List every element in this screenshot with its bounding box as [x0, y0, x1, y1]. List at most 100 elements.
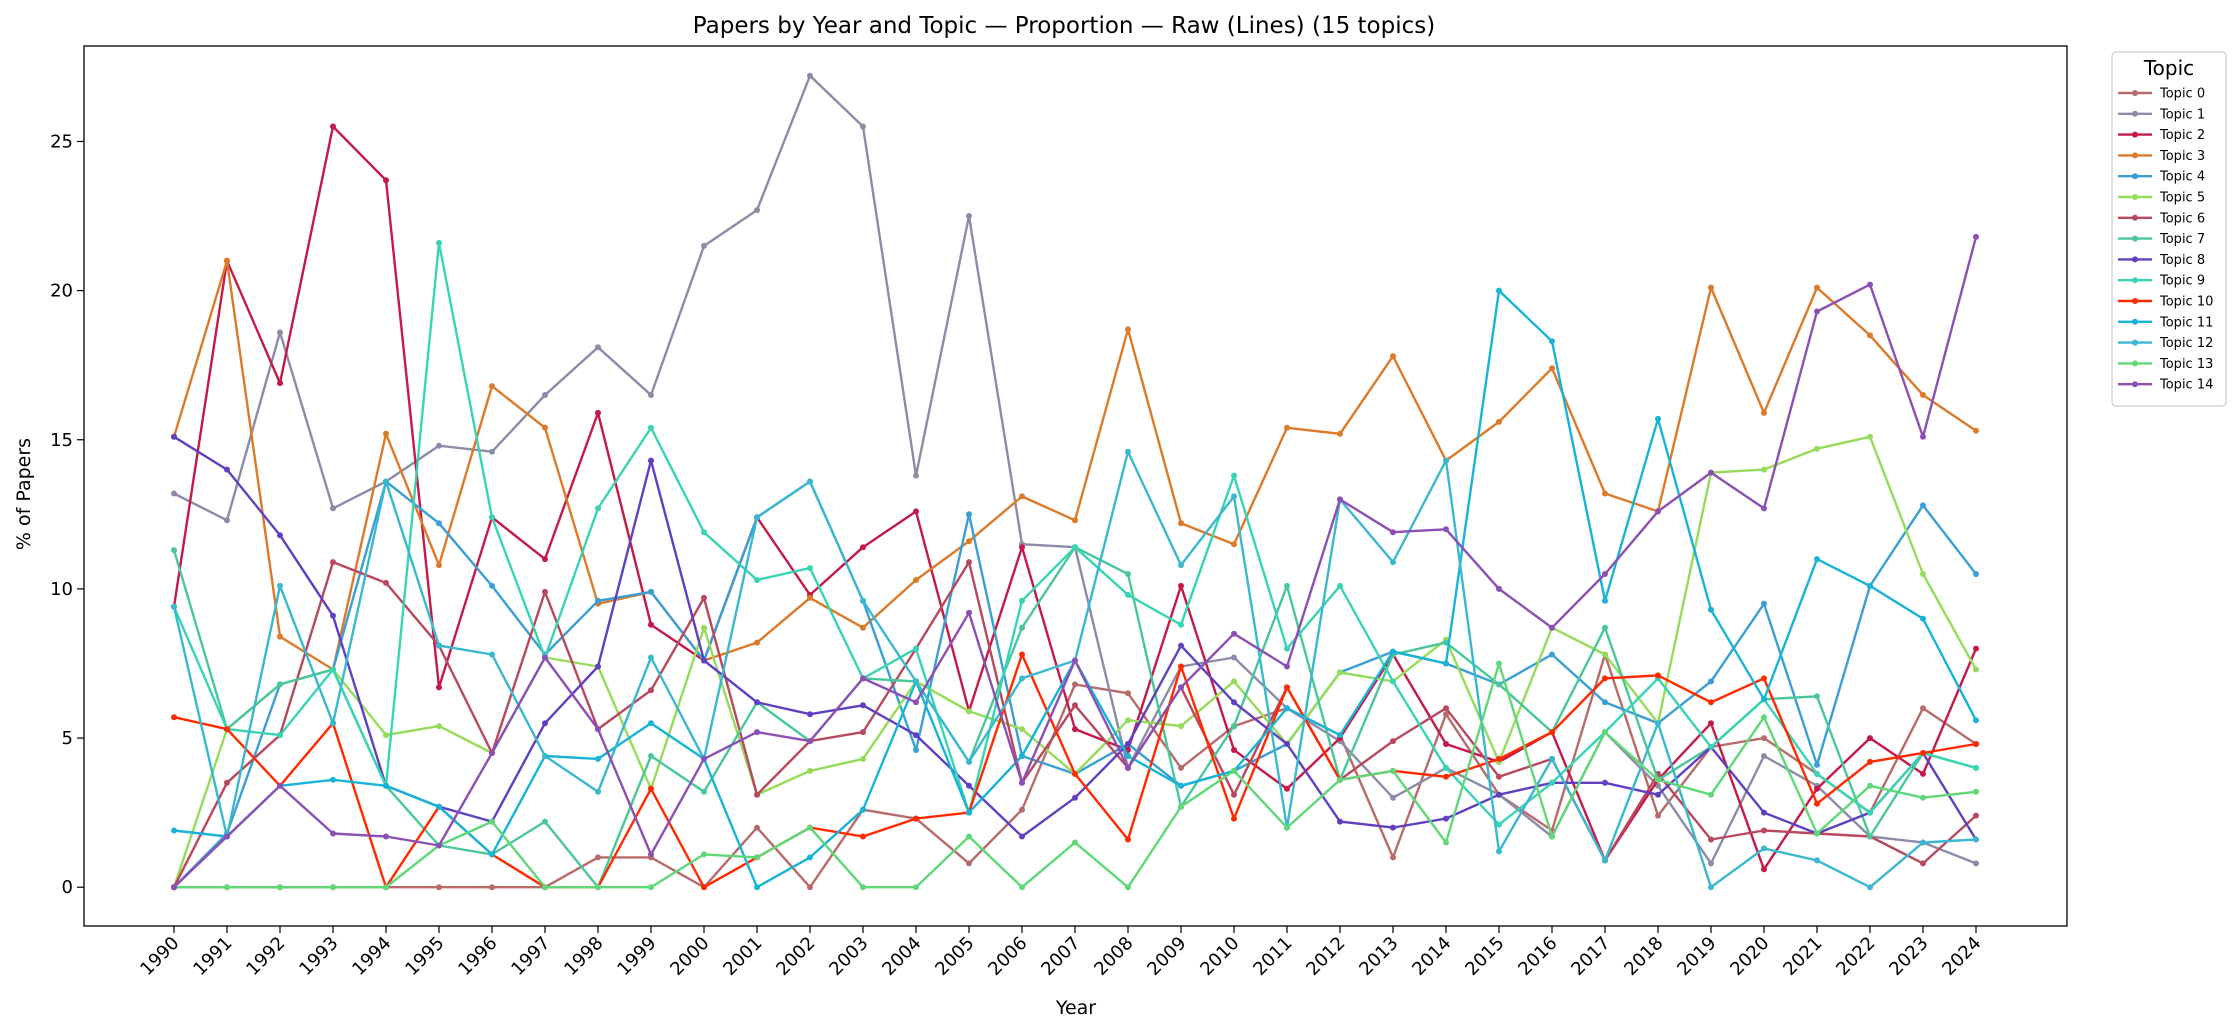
data-point: [1019, 544, 1025, 551]
data-point: [436, 520, 442, 527]
data-point: [542, 424, 548, 431]
data-point: [648, 884, 654, 891]
data-point: [913, 577, 919, 583]
data-point: [966, 538, 972, 545]
data-point: [595, 344, 601, 351]
data-point: [1655, 776, 1661, 783]
data-point: [1602, 571, 1608, 577]
data-point: [489, 884, 495, 891]
data-point: [754, 791, 760, 798]
legend-label: Topic 0: [2159, 87, 2205, 102]
data-point: [1602, 624, 1608, 631]
data-point: [1814, 857, 1820, 864]
data-point: [1019, 753, 1025, 759]
data-point: [383, 177, 389, 184]
data-point: [1496, 418, 1502, 425]
data-point: [913, 472, 919, 479]
data-point: [1867, 281, 1873, 288]
data-point: [436, 842, 442, 849]
data-point: [171, 827, 177, 834]
data-point: [1920, 571, 1926, 577]
data-point: [1814, 308, 1820, 315]
data-point: [1443, 839, 1449, 846]
data-point: [1602, 597, 1608, 604]
y-tick-label: 25: [50, 131, 73, 152]
legend-marker: [2132, 381, 2138, 388]
data-point: [1443, 741, 1449, 747]
data-point: [966, 833, 972, 840]
y-tick-label: 10: [50, 579, 73, 600]
data-point: [330, 612, 336, 619]
data-point: [1708, 606, 1714, 613]
data-point: [1072, 770, 1078, 777]
data-point: [1867, 332, 1873, 339]
data-point: [277, 380, 283, 387]
legend-label: Topic 4: [2159, 170, 2205, 185]
data-point: [224, 466, 230, 473]
data-point: [701, 755, 707, 762]
legend-label: Topic 8: [2159, 253, 2205, 268]
y-tick-label: 20: [50, 281, 73, 302]
legend-marker: [2132, 110, 2138, 117]
data-point: [489, 851, 495, 858]
data-point: [171, 603, 177, 610]
data-point: [1390, 738, 1396, 745]
data-point: [1284, 824, 1290, 831]
data-point: [966, 511, 972, 518]
data-point: [1973, 788, 1979, 795]
data-point: [1019, 675, 1025, 682]
legend-label: Topic 6: [2159, 211, 2205, 226]
data-point: [542, 556, 548, 563]
data-point: [224, 257, 230, 264]
data-point: [1390, 648, 1396, 655]
legend-label: Topic 11: [2159, 315, 2213, 330]
data-point: [966, 559, 972, 566]
data-point: [436, 884, 442, 891]
data-point: [1443, 639, 1449, 646]
legend-label: Topic 13: [2159, 357, 2213, 372]
series-14: [171, 233, 1979, 891]
data-point: [1761, 466, 1767, 473]
legend-items: Topic 0 Topic 1 Topic 2 Topic 3 Topic 4 Topic…: [2118, 87, 2213, 393]
legend-marker: [2132, 90, 2138, 96]
data-point: [913, 508, 919, 515]
data-point: [807, 854, 813, 861]
y-axis-label: % of Papers: [13, 438, 35, 550]
data-point: [1920, 705, 1926, 712]
data-point: [1178, 582, 1184, 589]
data-point: [913, 815, 919, 822]
data-point: [1019, 779, 1025, 786]
data-point: [595, 409, 601, 416]
data-point: [1655, 508, 1661, 515]
data-point: [1814, 556, 1820, 563]
data-point: [1178, 684, 1184, 691]
data-point: [1549, 651, 1555, 658]
data-point: [1602, 490, 1608, 497]
y-axis-ticks: 0 5 10 15 20 25: [50, 131, 84, 898]
data-point: [383, 782, 389, 789]
data-point: [1973, 812, 1979, 819]
data-point: [1602, 675, 1608, 682]
data-point: [383, 478, 389, 485]
data-point: [1072, 681, 1078, 688]
data-point: [1231, 493, 1237, 500]
data-point: [1920, 770, 1926, 777]
series-13: [171, 660, 1979, 891]
legend-label: Topic 9: [2159, 274, 2205, 289]
data-point: [1867, 884, 1873, 891]
data-point: [754, 699, 760, 706]
data-point: [489, 448, 495, 455]
data-point: [1125, 764, 1131, 771]
data-point: [648, 851, 654, 858]
data-point: [1496, 660, 1502, 667]
data-point: [542, 818, 548, 825]
data-point: [224, 517, 230, 524]
data-point: [1708, 720, 1714, 727]
data-point: [648, 654, 654, 661]
data-point: [1761, 714, 1767, 721]
data-point: [1814, 800, 1820, 807]
data-point: [277, 532, 283, 539]
data-point: [1973, 427, 1979, 434]
legend-marker: [2132, 318, 2138, 325]
data-point: [1337, 496, 1343, 503]
